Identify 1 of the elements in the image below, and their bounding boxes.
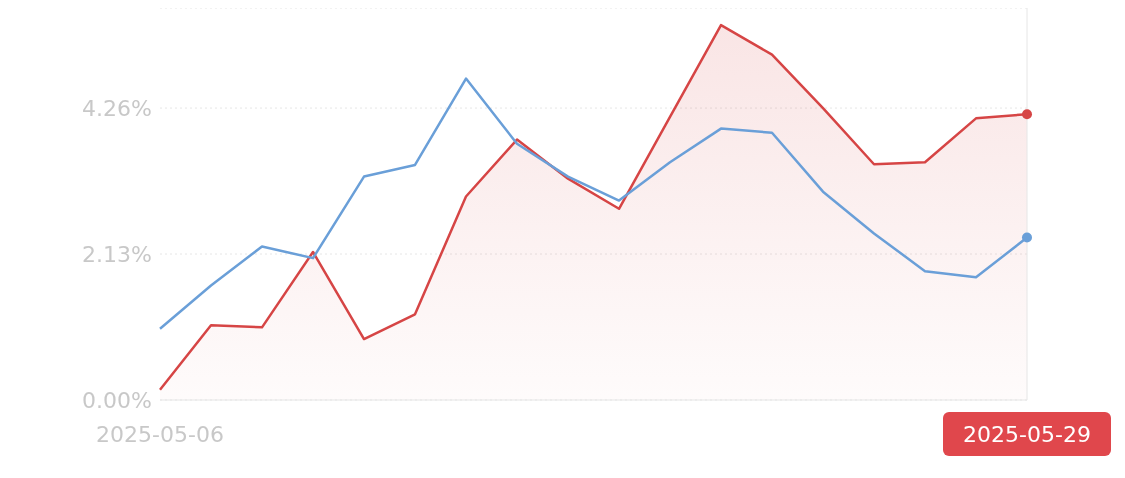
x-tick-label: 2025-05-29 [963, 422, 1091, 447]
